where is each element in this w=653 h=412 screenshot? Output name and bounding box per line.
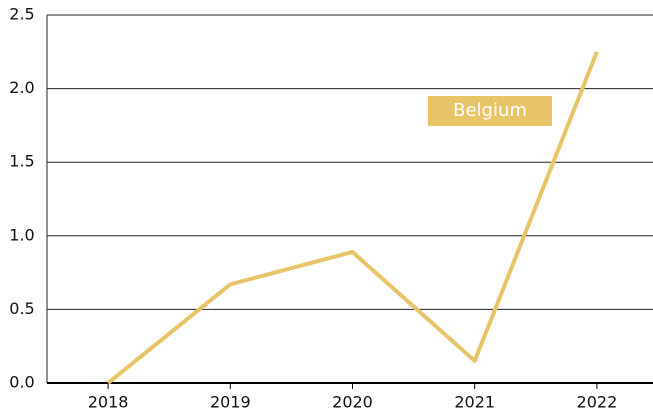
x-tick-label: 2019 [210,393,251,412]
line-series [106,51,599,385]
x-tick-label: 2020 [332,393,373,412]
x-tick-label: 2021 [454,393,495,412]
x-tick-label: 2018 [88,393,129,412]
y-tick-label: 0.0 [9,373,34,392]
y-tick-label: 2.5 [9,5,34,24]
y-tick-label: 1.0 [9,225,34,244]
series-label: Belgium [453,100,527,121]
x-tick-label: 2022 [577,393,618,412]
y-tick-label: 0.5 [9,299,34,318]
y-tick-label: 2.0 [9,78,34,97]
y-tick-label: 1.5 [9,152,34,171]
series-label-box [428,96,552,126]
